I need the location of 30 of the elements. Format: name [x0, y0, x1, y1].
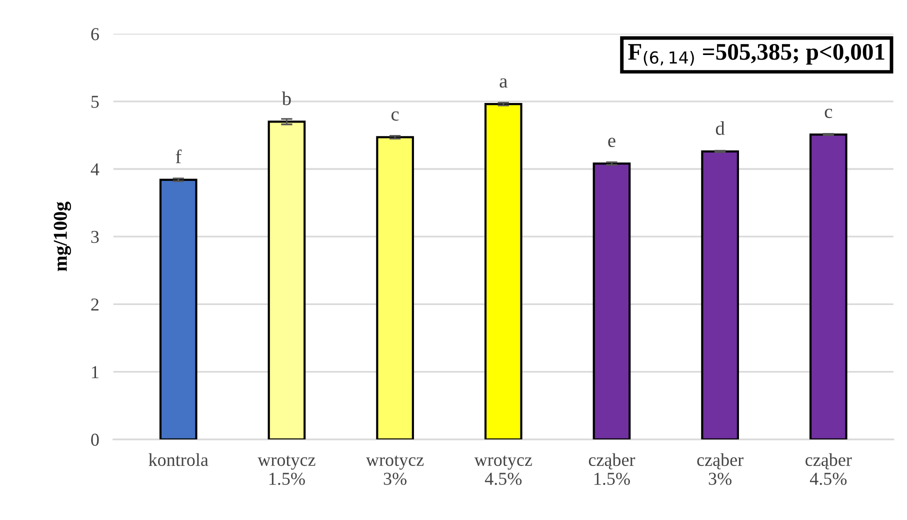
y-tick-label: 1 [92, 366, 98, 378]
bar [809, 133, 848, 440]
y-axis-title: mg/100g [54, 202, 72, 272]
x-tick-label: kontrola [148, 453, 208, 466]
x-tick-label: wrotycz 1.5% [258, 456, 316, 485]
y-tick-label: 2 [91, 298, 98, 310]
annotation: c [391, 111, 399, 121]
y-tick-label: 0 [91, 434, 99, 446]
annotation: d [716, 121, 725, 135]
x-tick-label: wrotycz 3% [366, 456, 424, 485]
y-tick-label: 3 [91, 230, 99, 244]
x-tick-label: wrotycz 4.5% [474, 456, 532, 485]
annotation: b [282, 92, 291, 106]
annotation: f [176, 149, 182, 164]
bar [159, 178, 198, 440]
annotation: e [608, 138, 616, 148]
y-tick-label: 6 [91, 28, 99, 40]
annotation: a [500, 78, 508, 88]
x-tick-label: cząber 4.5% [806, 453, 852, 485]
annotation: c [824, 108, 832, 118]
bar [592, 162, 631, 440]
y-tick-label: 4 [90, 163, 100, 176]
annotation: F$_{(6,14)}$ =505,385; p<0,001 [628, 44, 884, 66]
x-tick-label: cząber 3% [697, 453, 744, 485]
bar [376, 136, 414, 440]
bar [268, 120, 306, 440]
bar [484, 103, 522, 440]
x-tick-label: cząber 1.5% [588, 453, 636, 485]
y-tick-label: 5 [92, 96, 99, 108]
bar [701, 150, 739, 440]
